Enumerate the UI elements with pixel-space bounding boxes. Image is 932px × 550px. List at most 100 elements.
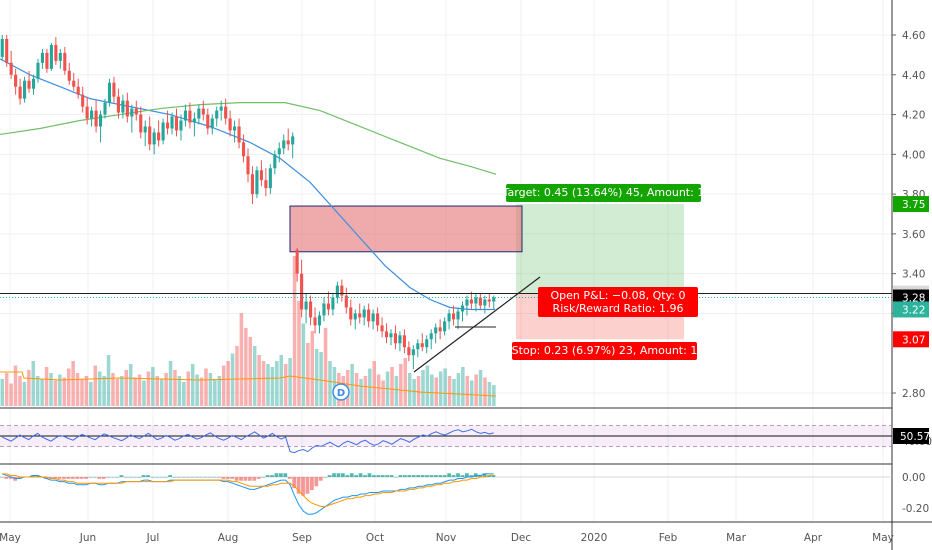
macd-axis-label: -0.20 [902,503,929,515]
volume-bar [133,377,137,406]
volume-bar [363,376,368,406]
candle-body [460,305,465,312]
volume-bar [151,367,155,406]
candle-body [161,122,165,141]
macd-histogram-bar [305,477,310,494]
candle-body [67,70,71,81]
volume-bar [40,379,44,406]
macd-histogram-bar [447,473,452,477]
macd-histogram-bar [248,477,252,481]
volume-bar [35,376,40,406]
macd-histogram-bar [35,475,40,477]
candle-body [255,170,259,195]
macd-histogram-bar [292,477,297,489]
volume-bar [297,301,301,406]
candle-body [54,44,58,61]
rsi-pane[interactable] [0,425,892,454]
volume-bar [403,358,408,406]
volume-bar [438,371,443,406]
volume-bar [416,376,421,406]
volume-bar [217,376,222,406]
macd-histogram-bar [181,477,186,478]
time-axis[interactable]: May Jun Jul Aug Sep Oct Nov Dec 2020 Feb Mar Apr May [0,532,894,544]
candle-body [353,313,357,320]
volume-bar [9,383,13,406]
volume-bar [208,373,213,406]
volume-bar [164,373,168,406]
candle-body [94,110,98,127]
candle-body [63,52,67,71]
macd-line [2,473,494,515]
macd-histogram-bar [4,477,9,479]
macd-histogram-bar [252,477,257,481]
candle-body [492,297,496,302]
price-axis[interactable]: 4.604.404.204.003.803.603.403.202.8040.0… [892,30,932,515]
macd-histogram-bar [385,475,390,477]
candle-body [134,108,138,115]
horizontal-price-lines[interactable] [0,293,892,299]
stop-label-text: Stop: 0.23 (6.97%) 23, Amount: 1 [512,344,698,357]
macd-histogram-bar [190,477,195,478]
volume-bar [483,377,487,406]
macd-histogram-bar [389,475,394,477]
candle-body [335,285,339,298]
pnl-label-text: Open P&L: −0.08, Qty: 0 [550,289,685,302]
macd-histogram-bar [84,477,88,479]
volume-bar [62,377,67,406]
dividend-marker[interactable]: D [332,383,350,401]
candle-body [469,299,473,304]
volume-bar [115,379,120,406]
candle-body [308,301,313,318]
macd-histogram-bar [168,475,173,477]
volume-bar [44,367,49,406]
macd-axis-label: 0.00 [902,472,925,484]
volume-bar [465,376,470,406]
candle-body [313,317,317,326]
candle-body [295,249,299,274]
volume-bar [376,374,381,406]
candle-body [233,126,237,131]
macd-histogram-bar [411,475,416,477]
volume-bar [97,371,102,406]
macd-histogram-bar [199,477,204,478]
candle-body [250,174,255,195]
macd-histogram-bar [332,473,336,477]
trend-line[interactable] [413,276,541,373]
macd-histogram-bar [0,477,4,478]
macd-histogram-bar [146,475,150,477]
macd-pane[interactable] [0,473,892,515]
candle-body [219,106,223,111]
macd-histogram-bar [186,477,190,478]
dividend-letter: D [337,388,345,399]
long-position-tool[interactable] [516,204,684,340]
candle-body [72,80,76,87]
volume-bar [434,377,439,406]
volume-bar [421,370,425,406]
candle-body [380,325,384,332]
candle-body [407,347,411,356]
time-tick-label: 2020 [581,532,608,544]
volume-bar [257,355,261,406]
price-tag-text: 3.75 [902,199,925,211]
volume-bar [306,343,310,406]
macd-histogram-bar [57,477,62,479]
candle-body [376,313,380,326]
candle-body [206,114,210,129]
candle-body [286,140,290,145]
candle-body [157,132,161,141]
volume-bar [381,380,385,406]
target-label-bg [506,184,701,202]
candle-body [81,94,85,107]
supply-zone-rectangle[interactable] [289,205,523,253]
volume-bar [102,376,106,406]
macd-histogram-bar [265,475,270,477]
candle-body [192,118,196,123]
volume-bar [288,358,292,406]
rsi-tag-bg [893,428,929,444]
volume-bar [195,374,199,406]
macd-histogram-bar [150,477,155,478]
macd-histogram-bar [279,473,283,477]
